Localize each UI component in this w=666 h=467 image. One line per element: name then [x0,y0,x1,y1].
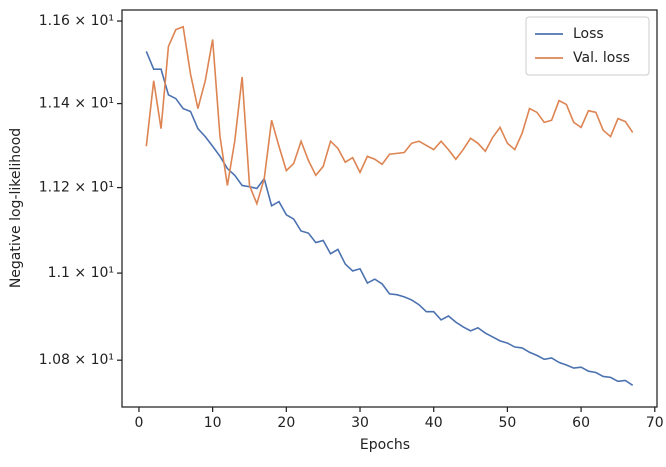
x-axis-label: Epochs [360,437,410,453]
y-tick-label: 1.12 × 10¹ [39,180,114,196]
y-tick-label: 1.14 × 10¹ [39,96,114,112]
x-tick-label: 30 [351,415,369,431]
x-tick-label: 60 [572,415,590,431]
legend-box [525,16,650,76]
x-tick-label: 20 [277,415,295,431]
x-tick-label: 70 [646,415,664,431]
plot-frame [121,9,658,408]
y-axis-label: Negative log-likelihood [8,128,24,288]
x-tick-label: 10 [204,415,222,431]
x-tick-label: 50 [498,415,516,431]
y-tick-label: 1.08 × 10¹ [39,352,114,368]
y-tick-label: 1.1 × 10¹ [48,265,114,281]
x-tick-label: 40 [425,415,443,431]
legend-label: Val. loss [573,50,630,66]
line [145,25,634,207]
x-tick-label: 0 [134,415,143,431]
line [145,51,634,386]
y-tick-label: 1.16 × 10¹ [39,13,114,29]
legend-label: Loss [573,26,604,42]
